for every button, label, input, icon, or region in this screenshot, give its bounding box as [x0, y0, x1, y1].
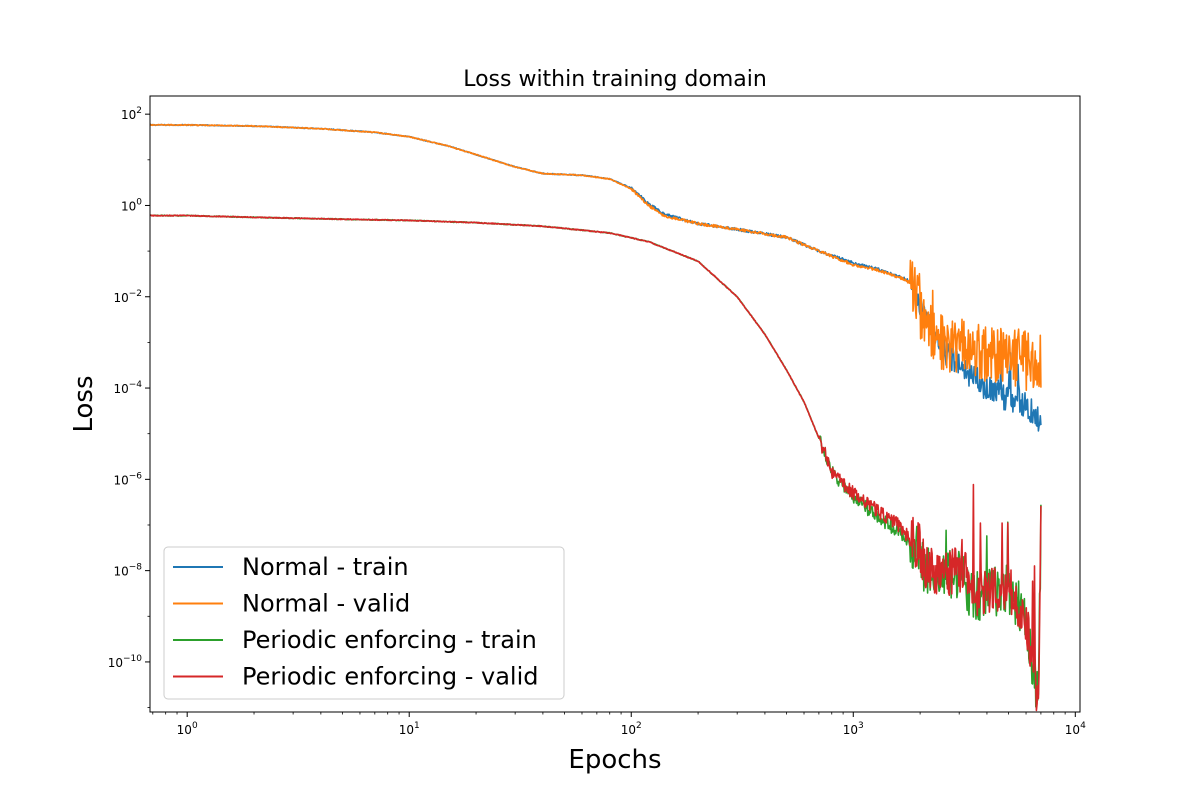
legend-label: Normal - valid: [242, 590, 410, 618]
x-axis: 100 101 102 103 104: [152, 712, 1086, 737]
x-tick-label: 100: [177, 721, 198, 737]
series-line-4: [150, 214, 1042, 712]
x-tick-label: 104: [1065, 721, 1086, 737]
x-axis-label: Epochs: [568, 745, 661, 775]
y-axis: 102 100 10−2 10−4 10−6 10−8 10−10: [108, 106, 150, 708]
y-axis-label: Loss: [69, 375, 99, 432]
y-tick-label: 10−2: [113, 289, 142, 305]
plot-frame: [149, 95, 1081, 713]
legend: Normal - train Normal - valid Periodic enf…: [163, 546, 565, 700]
y-tick-label: 100: [121, 197, 142, 213]
x-tick-label: 103: [843, 721, 864, 737]
y-tick-label: 10−8: [113, 563, 142, 579]
series-layer: [150, 123, 1042, 712]
series-line-2: [150, 123, 1042, 391]
legend-label: Periodic enforcing - train: [242, 626, 537, 654]
y-tick-label: 10−6: [113, 471, 142, 487]
chart-title: Loss within training domain: [463, 67, 767, 92]
legend-label: Periodic enforcing - valid: [242, 663, 538, 691]
legend-box: [163, 546, 565, 700]
y-tick-label: 10−4: [113, 380, 142, 396]
series-line-1: [150, 123, 1042, 432]
x-tick-label: 101: [399, 721, 420, 737]
y-tick-label: 102: [121, 106, 142, 122]
y-tick-label: 10−10: [108, 654, 143, 670]
legend-label: Normal - train: [242, 553, 409, 581]
x-tick-label: 102: [621, 721, 642, 737]
